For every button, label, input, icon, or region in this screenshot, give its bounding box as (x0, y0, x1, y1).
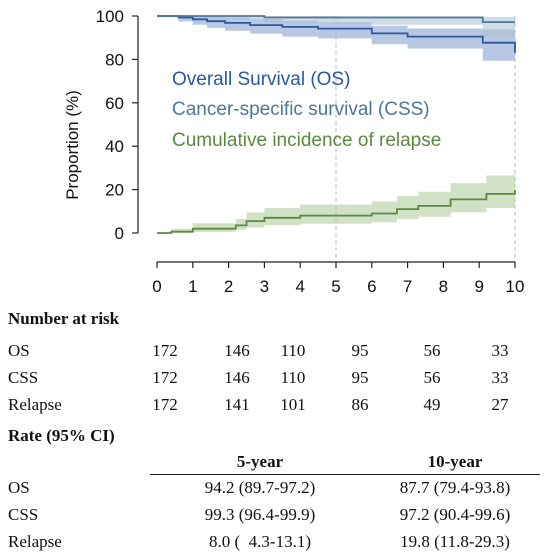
risk-count: 101 (280, 395, 306, 414)
legend: Overall Survival (OS) Cancer-specific sur… (172, 69, 441, 151)
series-line-1 (157, 15, 515, 24)
rate-5yr-value: 8.0 ( 4.3-13.1) (209, 532, 311, 551)
y-tick-label: 20 (105, 181, 124, 200)
risk-count: 110 (280, 368, 306, 387)
legend-entry-0: Overall Survival (OS) (172, 69, 350, 90)
x-tick-label: 0 (152, 277, 161, 296)
risk-count: 172 (152, 368, 178, 387)
x-tick-label: 9 (474, 277, 483, 296)
rate-10yr-value: 97.2 (90.4-99.6) (399, 505, 511, 524)
risk-count: 86 (351, 395, 369, 414)
risk-count: 95 (351, 368, 369, 387)
series-line-2 (157, 190, 516, 234)
rate-5yr-value: 94.2 (89.7-97.2) (204, 478, 316, 497)
rate-table-title: Rate (95% CI) (8, 426, 115, 445)
risk-count: 49 (423, 395, 441, 414)
rate-10yr-value: 87.7 (79.4-93.8) (399, 478, 511, 497)
risk-count: 172 (152, 341, 178, 360)
ci-band-series-2 (157, 169, 515, 233)
risk-row: CSS 172 146 110 95 56 33 (0, 368, 550, 390)
risk-table-title: Number at risk (8, 309, 120, 328)
x-tick-label: 10 (506, 277, 525, 296)
x-tick-label: 4 (295, 277, 304, 296)
rate-col-10yr: 10-year (427, 452, 483, 471)
risk-row: Relapse 172 141 101 86 49 27 (0, 395, 550, 417)
survival-curves (157, 15, 516, 234)
rate-table-rule (150, 474, 540, 475)
y-tick-label: 80 (105, 50, 124, 69)
y-tick-label: 40 (105, 137, 124, 156)
x-tick-label: 8 (439, 277, 448, 296)
risk-row: OS 172 146 110 95 56 33 (0, 341, 550, 363)
x-tick-label: 6 (367, 277, 376, 296)
series-line-0 (157, 15, 516, 53)
risk-row-label: CSS (8, 368, 39, 387)
x-tick-label: 5 (331, 277, 340, 296)
km-chart: 0 20 40 60 80 100 0 1 2 3 4 5 6 7 8 9 10 Overall Surviva… (63, 7, 525, 296)
risk-count: 95 (351, 341, 369, 360)
risk-count: 27 (491, 395, 509, 414)
risk-count: 141 (224, 395, 250, 414)
legend-entry-1: Cancer-specific survival (CSS) (172, 99, 430, 120)
rate-row-label: Relapse (8, 532, 62, 551)
rate-row-label: CSS (8, 505, 39, 524)
risk-count: 172 (152, 395, 178, 414)
risk-count: 56 (423, 341, 441, 360)
confidence-bands (157, 16, 515, 233)
rate-row-label: OS (8, 478, 30, 497)
rate-col-5yr: 5-year (236, 452, 284, 471)
y-axis-label: Proportion (%) (63, 90, 82, 200)
risk-count: 56 (423, 368, 441, 387)
y-tick-label: 100 (96, 7, 124, 26)
rate-5yr-value: 99.3 (96.4-99.9) (204, 505, 316, 524)
reference-lines (335, 16, 516, 262)
risk-count: 146 (224, 341, 250, 360)
ci-band-series-0 (157, 16, 515, 62)
risk-count: 146 (224, 368, 250, 387)
x-tick-label: 3 (260, 277, 269, 296)
risk-row-label: OS (8, 341, 30, 360)
y-tick-label: 60 (105, 94, 124, 113)
y-tick-label: 0 (115, 224, 124, 243)
rate-10yr-value: 19.8 (11.8-29.3) (400, 532, 510, 551)
x-tick-label: 7 (403, 277, 412, 296)
risk-count: 33 (491, 368, 509, 387)
x-tick-label: 1 (188, 277, 197, 296)
ci-band-series-1 (157, 16, 515, 37)
x-tick-label: 2 (224, 277, 233, 296)
legend-entry-2: Cumulative incidence of relapse (172, 130, 441, 151)
risk-count: 110 (280, 341, 306, 360)
risk-row-label: Relapse (8, 395, 62, 414)
risk-count: 33 (491, 341, 509, 360)
axes: 0 20 40 60 80 100 0 1 2 3 4 5 6 7 8 9 10 (96, 7, 525, 296)
